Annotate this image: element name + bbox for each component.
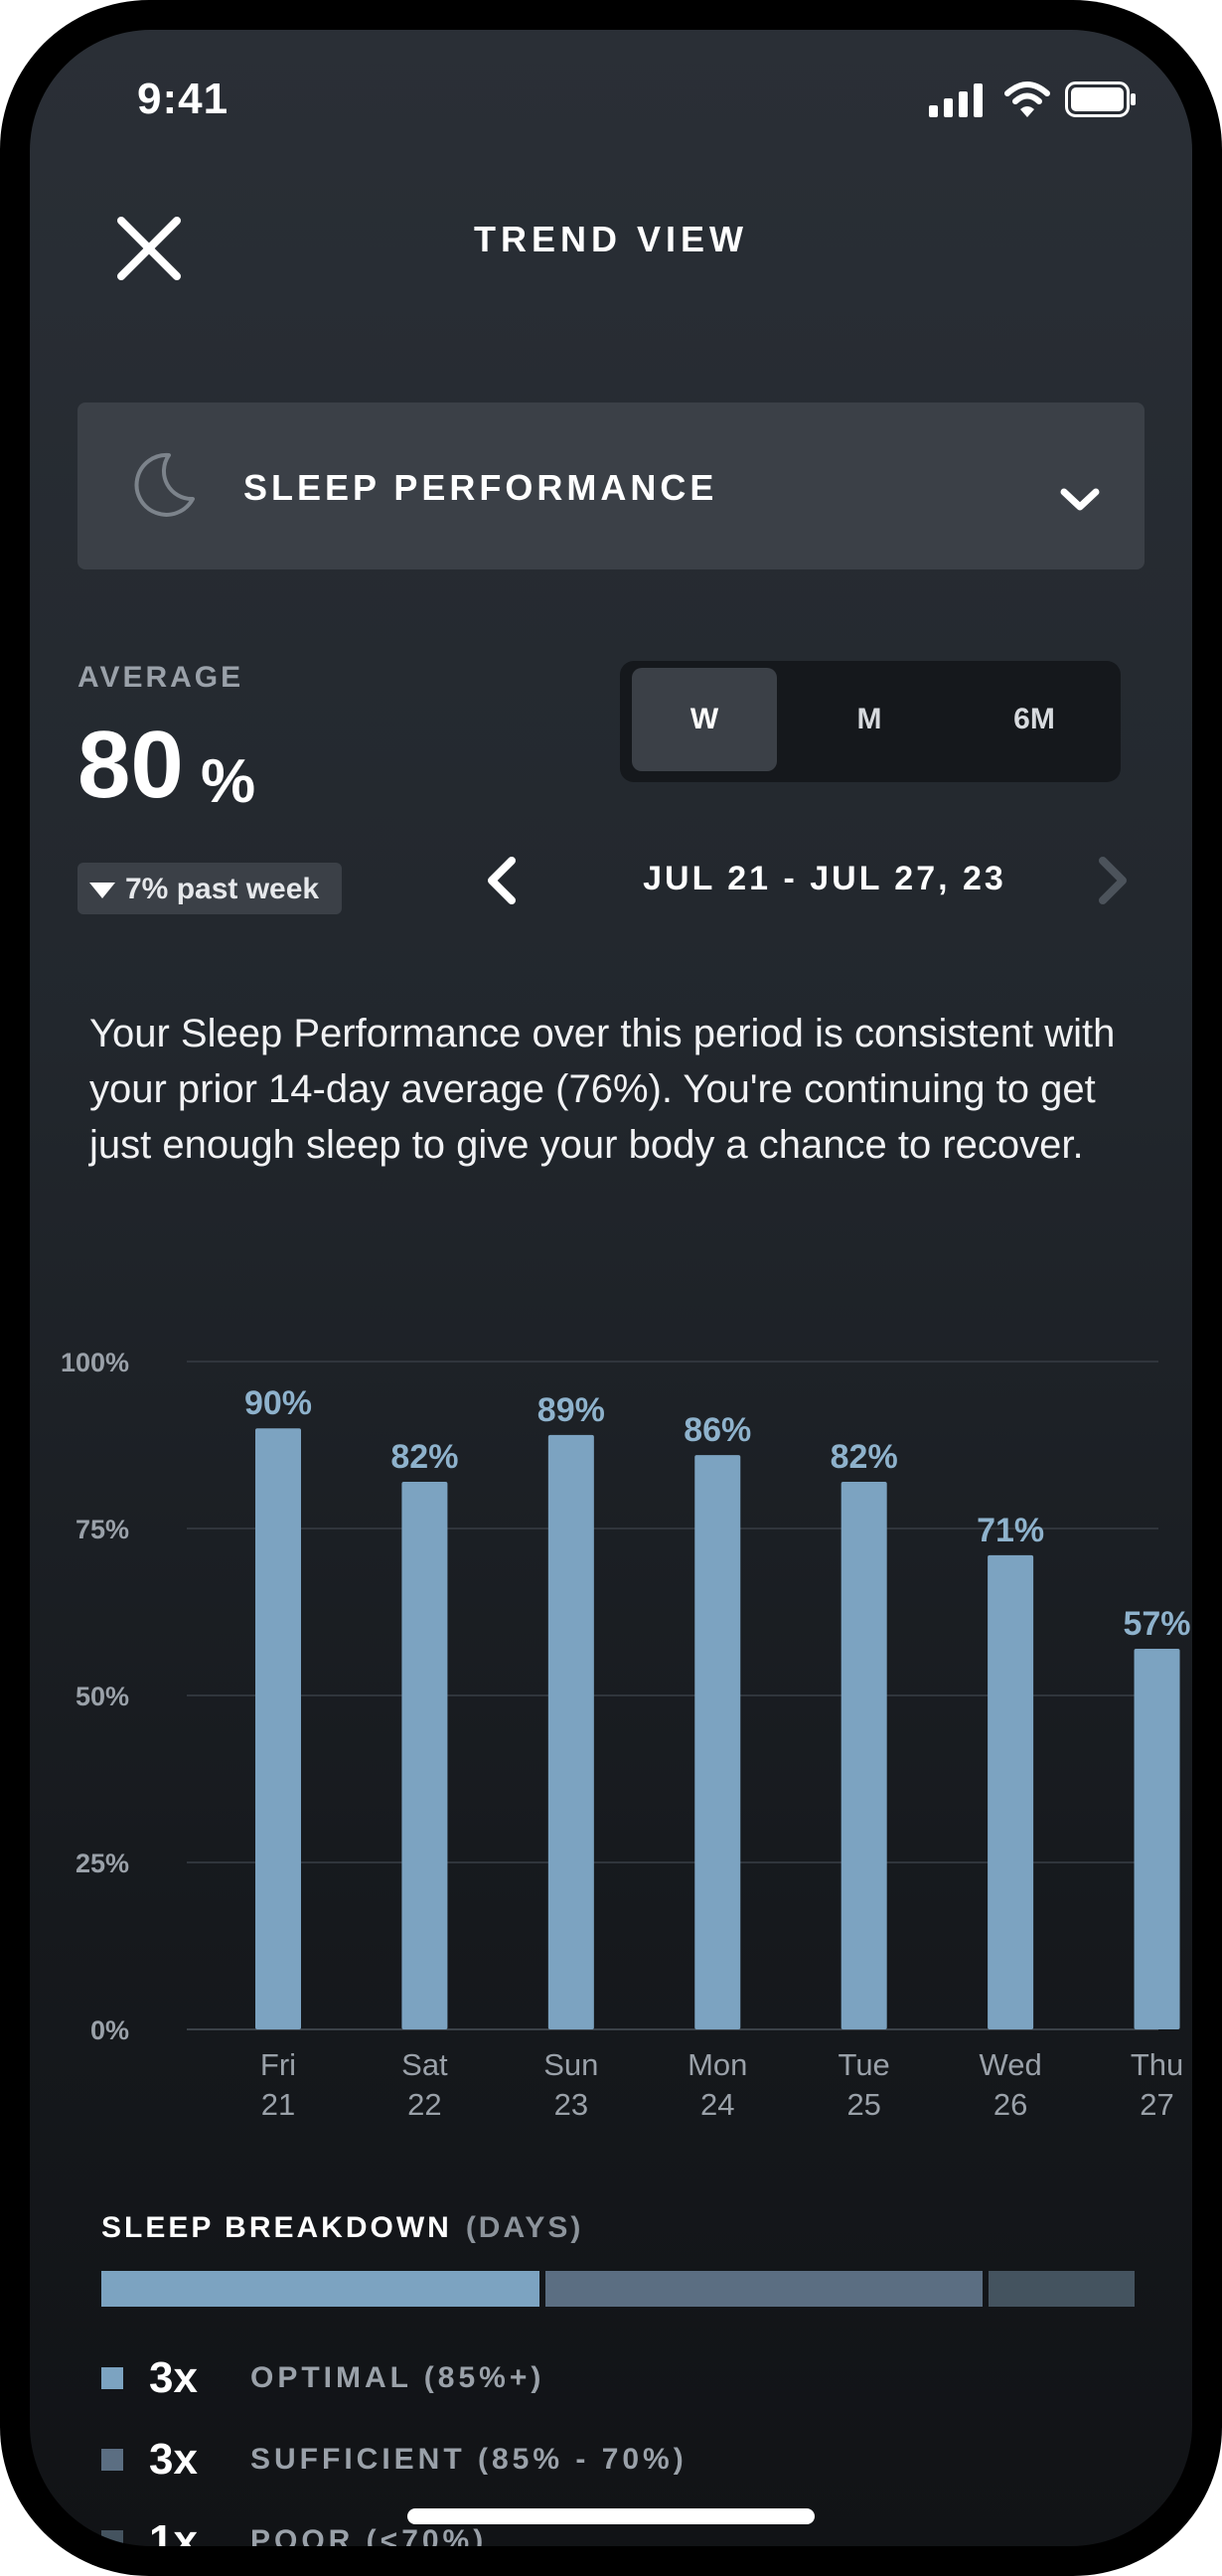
- chart-bar: [840, 1481, 887, 2029]
- x-tick-date: 21: [261, 2087, 295, 2122]
- x-tick-date: 24: [700, 2087, 734, 2122]
- x-tick-day: Wed: [980, 2047, 1042, 2082]
- chevron-left-icon[interactable]: [482, 855, 522, 906]
- legend-label: POOR (<70%): [250, 2524, 488, 2546]
- chart-bar: [694, 1455, 741, 2029]
- y-tick-label: 0%: [90, 2015, 129, 2045]
- legend-label: OPTIMAL (85%+): [250, 2361, 545, 2394]
- x-tick-date: 25: [846, 2087, 880, 2122]
- tab-month[interactable]: M: [856, 703, 882, 735]
- breakdown-bar-segment: [101, 2271, 539, 2307]
- breakdown-subtitle: (DAYS): [465, 2211, 584, 2244]
- metric-dropdown-label: SLEEP PERFORMANCE: [243, 467, 718, 508]
- bar-value-label: 82%: [390, 1438, 458, 1476]
- bar-value-label: 89%: [537, 1391, 605, 1429]
- bar-value-label: 57%: [1123, 1605, 1190, 1643]
- x-tick-date: 23: [554, 2087, 588, 2122]
- legend-swatch: [101, 2530, 123, 2546]
- y-tick-label: 25%: [76, 1849, 129, 1878]
- date-range: JUL 21 - JUL 27, 23: [643, 860, 1006, 897]
- bar-value-label: 90%: [244, 1384, 312, 1422]
- legend-swatch: [101, 2367, 123, 2389]
- screen: 9:41 TREND VIEW SLEEP PERFORMANCE: [30, 30, 1192, 2546]
- legend-label: SUFFICIENT (85% - 70%): [250, 2443, 687, 2476]
- x-tick-date: 27: [1140, 2087, 1173, 2122]
- breakdown-title: SLEEP BREAKDOWN (DAYS): [101, 2211, 583, 2245]
- summary-text: Your Sleep Performance over this period …: [89, 1012, 1116, 1167]
- trend-text: 7% past week: [125, 873, 320, 905]
- moon-icon: [134, 452, 195, 517]
- triangle-down-icon: [89, 883, 115, 898]
- tab-week[interactable]: W: [632, 668, 777, 771]
- chart-bar: [1134, 1648, 1180, 2029]
- chart-bar: [255, 1428, 301, 2029]
- x-tick-day: Sun: [543, 2047, 598, 2082]
- chevron-right-icon[interactable]: [1093, 855, 1133, 906]
- trend-badge: [77, 863, 342, 914]
- legend-count: 3x: [149, 2353, 198, 2402]
- chart-bar: [401, 1481, 448, 2029]
- page-title: TREND VIEW: [473, 219, 748, 259]
- x-tick-day: Sat: [401, 2047, 448, 2082]
- average-label: AVERAGE: [77, 661, 244, 694]
- sleep-performance-chart: 100% 75% 50% 25% 0% 90% Fri 21 82% Sat 22 89% Sun 23 8…: [61, 1348, 1191, 2122]
- chevron-down-icon[interactable]: [1059, 487, 1101, 513]
- x-tick-date: 22: [407, 2087, 441, 2122]
- bar-value-label: 86%: [684, 1411, 751, 1449]
- breakdown-bar-segment: [544, 2271, 984, 2307]
- x-tick-date: 26: [993, 2087, 1027, 2122]
- status-time: 9:41: [137, 75, 229, 123]
- x-tick-day: Mon: [687, 2047, 747, 2082]
- metric-dropdown[interactable]: [77, 402, 1145, 569]
- legend-count: 3x: [149, 2435, 198, 2484]
- close-icon[interactable]: [109, 209, 189, 288]
- x-tick-day: Tue: [839, 2047, 890, 2082]
- bar-value-label: 82%: [831, 1438, 898, 1476]
- home-indicator: [407, 2508, 815, 2524]
- battery-icon: [1065, 81, 1136, 117]
- chart-bar: [547, 1434, 594, 2029]
- y-tick-label: 75%: [76, 1515, 129, 1544]
- chart-bar: [988, 1554, 1034, 2029]
- y-tick-label: 100%: [61, 1348, 129, 1377]
- tab-six-months[interactable]: 6M: [1013, 703, 1055, 735]
- y-tick-label: 50%: [76, 1682, 129, 1711]
- breakdown-title-text: SLEEP BREAKDOWN: [101, 2211, 452, 2244]
- legend-count: 1x: [149, 2516, 198, 2546]
- bar-value-label: 71%: [977, 1512, 1044, 1549]
- average-value: 80: [77, 712, 184, 818]
- x-tick-day: Thu: [1131, 2047, 1183, 2082]
- signal-icon: [929, 83, 983, 117]
- average-unit: %: [201, 747, 256, 816]
- breakdown-bar-segment: [989, 2271, 1135, 2307]
- legend-swatch: [101, 2449, 123, 2471]
- wifi-icon: [1004, 81, 1050, 117]
- x-tick-day: Fri: [260, 2047, 296, 2082]
